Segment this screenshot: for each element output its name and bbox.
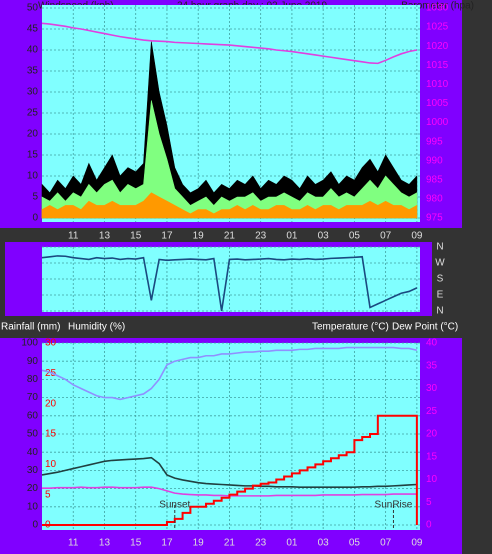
y-tick-label: 30 — [27, 465, 39, 476]
y2-tick-label: 20 — [426, 429, 438, 440]
y-tick-label: 10 — [27, 501, 39, 512]
x-tick-label: 17 — [161, 231, 173, 242]
y2-tick-label: 990 — [426, 155, 443, 166]
x-tick-label: 15 — [130, 231, 142, 242]
y2-tick-label: 40 — [426, 338, 438, 349]
y-tick-label: 40 — [27, 45, 39, 56]
y2-tick-label: 0 — [426, 520, 432, 531]
y2-tick-label: 10 — [426, 474, 438, 485]
x-tick-label: 09 — [411, 538, 423, 549]
y-tick-label: S — [437, 274, 444, 285]
x-tick-label: 23 — [255, 538, 267, 549]
y3-tick-label: 5 — [45, 489, 51, 500]
y3-tick-label: 30 — [45, 338, 57, 349]
x-tick-label: 07 — [380, 538, 392, 549]
y2-tick-label: 995 — [426, 136, 443, 147]
y-tick-label: 25 — [27, 108, 39, 119]
y-tick-label: 60 — [27, 410, 39, 421]
rain-axis-title: Rainfall (mm) — [1, 322, 60, 333]
y-tick-label: 90 — [27, 356, 39, 367]
y-tick-label: 20 — [27, 483, 39, 494]
x-tick-label: 05 — [349, 231, 361, 242]
area — [41, 192, 418, 219]
y2-tick-label: 5 — [426, 497, 432, 508]
x-tick-label: 21 — [224, 231, 236, 242]
area — [41, 100, 418, 219]
y-tick-label: 5 — [32, 192, 38, 203]
y2-axis-title: Temperature (°C) — [312, 322, 389, 333]
y-tick-label: 20 — [27, 129, 39, 140]
plot-area — [42, 247, 420, 312]
x-tick-label: 01 — [286, 231, 298, 242]
y3-tick-label: 10 — [45, 459, 57, 470]
y-tick-label: 30 — [27, 87, 39, 98]
y2-tick-label: 25 — [426, 406, 438, 417]
y2-tick-label: 980 — [426, 194, 443, 205]
y-tick-label: 15 — [27, 150, 39, 161]
y-tick-label: 80 — [27, 374, 39, 385]
y-tick-label: 70 — [27, 392, 39, 403]
y2-axis-title: Barometer (hpa) — [401, 1, 474, 12]
x-tick-label: 05 — [349, 538, 361, 549]
line — [41, 255, 418, 312]
x-tick-label: 19 — [193, 538, 205, 549]
y2-tick-label: 1010 — [426, 79, 449, 90]
y-tick-label: N — [436, 242, 443, 253]
x-tick-label: 17 — [161, 538, 173, 549]
line — [41, 456, 417, 489]
y-tick-label: 45 — [27, 24, 39, 35]
y-tick-label: E — [437, 290, 444, 301]
y2-tick-label: 1030 — [426, 3, 449, 14]
y2-tick-label: 35 — [426, 360, 438, 371]
y3-tick-label: 20 — [45, 398, 57, 409]
x-tick-label: 03 — [318, 231, 330, 242]
y2-tick-label: 1000 — [426, 117, 449, 128]
y2-tick-label: 30 — [426, 383, 438, 394]
y-tick-label: 10 — [27, 171, 39, 182]
y-tick-label: 0 — [32, 520, 38, 531]
x-tick-label: 11 — [68, 231, 79, 242]
x-tick-label: 11 — [68, 538, 79, 549]
y-tick-label: 40 — [27, 447, 39, 458]
x-tick-label: 19 — [193, 231, 205, 242]
x-tick-label: 07 — [380, 231, 392, 242]
y3-tick-label: 15 — [45, 429, 57, 440]
y2-tick-label: 985 — [426, 174, 443, 185]
x-tick-label: 01 — [286, 538, 298, 549]
x-tick-label: 09 — [411, 231, 423, 242]
x-tick-label: 13 — [99, 231, 111, 242]
y-tick-label: 50 — [27, 3, 39, 14]
y-tick-label: W — [435, 258, 445, 269]
y-tick-label: 100 — [21, 338, 38, 349]
plot-area — [42, 343, 420, 530]
y2-tick-label: 975 — [426, 213, 443, 224]
y2-tick-label: 1025 — [426, 22, 449, 33]
x-tick-label: 15 — [130, 538, 142, 549]
annotation: Sunset — [159, 500, 190, 511]
y2-tick-label: 1015 — [426, 60, 449, 71]
annotation: SunRise — [375, 500, 413, 511]
x-tick-label: 23 — [255, 231, 267, 242]
x-tick-label: 13 — [99, 538, 111, 549]
y-tick-label: 0 — [32, 213, 38, 224]
step-line — [42, 414, 418, 526]
line — [41, 346, 418, 401]
y2-tick-label: 1020 — [426, 41, 449, 52]
x-tick-label: 21 — [224, 538, 236, 549]
y2-tick-label: 1005 — [426, 98, 449, 109]
line — [41, 22, 418, 65]
x-tick-label: 03 — [318, 538, 330, 549]
area — [41, 41, 418, 219]
y2-tick-label: 15 — [426, 451, 438, 462]
y-tick-label: 50 — [27, 429, 39, 440]
y-axis-title: Humidity (%) — [68, 322, 125, 333]
y2-axis-title: Dew Point (°C) — [392, 322, 458, 333]
y-tick-label: 35 — [27, 66, 39, 77]
y3-tick-label: 25 — [45, 368, 57, 379]
y-tick-label: N — [436, 306, 443, 317]
